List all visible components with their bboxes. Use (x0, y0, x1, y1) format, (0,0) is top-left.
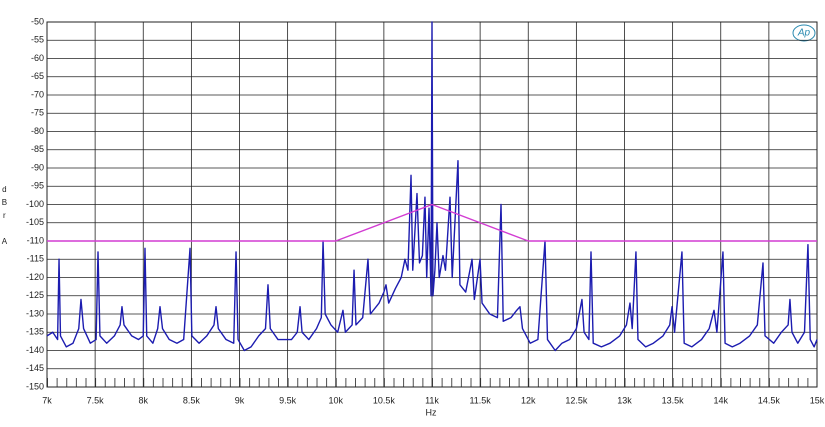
x-tick-label: 11.5k (469, 395, 491, 405)
y-tick-label: -100 (26, 199, 44, 209)
y-tick-label: -130 (26, 308, 44, 318)
x-tick-label: 7k (42, 395, 52, 405)
y-tick-label: -115 (27, 254, 44, 264)
y-tick-label: -50 (31, 16, 44, 26)
y-tick-label: -95 (31, 181, 44, 191)
logo-ring (792, 24, 816, 42)
series-line (47, 203, 817, 242)
series-line (46, 21, 818, 352)
y-tick-label: -75 (31, 108, 44, 118)
y-tick-label: -135 (26, 327, 44, 337)
y-tick-label: -60 (31, 53, 44, 63)
x-tick-label: 14.5k (758, 395, 781, 405)
x-tick-label: 13.5k (662, 395, 685, 405)
x-tick-label: 14k (713, 395, 728, 405)
y-tick-label: -85 (31, 144, 44, 154)
y-axis-label: dBr A (0, 185, 9, 250)
y-tick-label: -80 (31, 126, 44, 136)
x-tick-label: 15k (810, 395, 825, 405)
x-tick-label: 12.5k (565, 395, 588, 405)
x-tick-label: 10k (328, 395, 343, 405)
x-tick-label: 10.5k (373, 395, 396, 405)
x-axis-label: Hz (426, 407, 437, 417)
y-tick-label: -150 (26, 381, 44, 391)
y-tick-label: -105 (26, 217, 44, 227)
y-tick-label: -70 (31, 89, 44, 99)
x-tick-label: 9.5k (279, 395, 297, 405)
x-tick-label: 13k (617, 395, 632, 405)
y-tick-label: -145 (26, 363, 44, 373)
y-tick-label: -125 (26, 290, 44, 300)
logo: Ap (797, 28, 811, 39)
x-tick-label: 9k (235, 395, 245, 405)
y-tick-label: -65 (31, 71, 44, 81)
y-tick-label: -90 (31, 162, 44, 172)
y-tick-label: -120 (26, 272, 44, 282)
x-tick-label: 11k (425, 395, 439, 405)
y-tick-label: -55 (31, 35, 44, 45)
x-tick-label: 7.5k (87, 395, 105, 405)
x-tick-label: 12k (521, 395, 536, 405)
x-tick-label: 8k (138, 395, 148, 405)
y-tick-label: -140 (26, 345, 44, 355)
x-tick-label: 8.5k (183, 395, 201, 405)
y-tick-label: -110 (27, 235, 44, 245)
